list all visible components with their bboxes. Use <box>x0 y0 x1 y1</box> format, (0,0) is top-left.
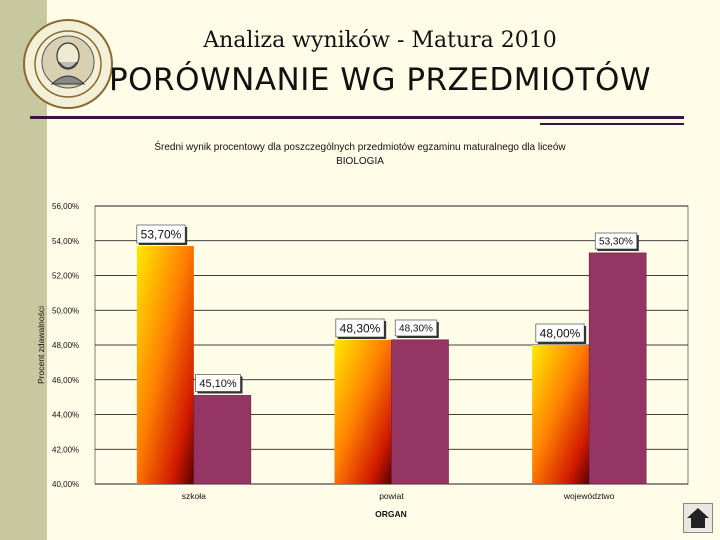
chart-title: Średni wynik procentowy dla poszczególny… <box>154 142 566 153</box>
y-tick-label: 46,00% <box>52 376 79 385</box>
y-tick-label: 42,00% <box>52 445 79 454</box>
heading-underline-secondary <box>540 123 684 125</box>
data-label: 45,10% <box>199 378 237 390</box>
y-tick-label: 40,00% <box>52 480 79 489</box>
bar <box>136 245 194 484</box>
bar <box>193 395 252 485</box>
slide-heading: PORÓWNANIE WG PRZEDMIOTÓW <box>108 62 652 98</box>
data-label: 48,30% <box>340 321 381 335</box>
y-tick-label: 54,00% <box>52 237 79 246</box>
data-label-box <box>394 319 438 337</box>
home-icon <box>687 508 709 528</box>
school-seal-logo <box>23 19 113 109</box>
x-tick-label: województwo <box>563 491 615 501</box>
y-axis-title: Procent zdawalności <box>36 306 46 384</box>
y-tick-label: 48,00% <box>52 341 79 350</box>
y-tick-label: 56,00% <box>52 202 79 211</box>
data-label: 48,00% <box>540 326 581 340</box>
x-axis-title: ORGAN <box>375 509 407 519</box>
y-tick-label: 52,00% <box>52 272 79 281</box>
slide-title: Analiza wyników - Matura 2010 <box>203 28 557 53</box>
data-label-box <box>195 374 241 392</box>
data-label: 48,30% <box>399 324 433 335</box>
data-label-box <box>335 318 385 338</box>
chart-subtitle: BIOLOGIA <box>336 156 384 167</box>
data-label: 53,70% <box>141 227 182 241</box>
bar <box>334 339 392 484</box>
data-label-box <box>136 224 186 244</box>
x-tick-label: szkoła <box>182 491 206 501</box>
y-tick-label: 50,00% <box>52 306 79 315</box>
home-button[interactable] <box>683 503 713 533</box>
y-tick-label: 44,00% <box>52 411 79 420</box>
data-label: 53,30% <box>599 237 633 248</box>
bar <box>391 339 449 485</box>
bar <box>532 345 590 484</box>
bar <box>588 252 647 485</box>
x-tick-label: powiat <box>379 491 404 501</box>
data-label-box <box>535 323 585 343</box>
heading-underline <box>30 116 684 119</box>
data-label-box <box>594 232 638 250</box>
